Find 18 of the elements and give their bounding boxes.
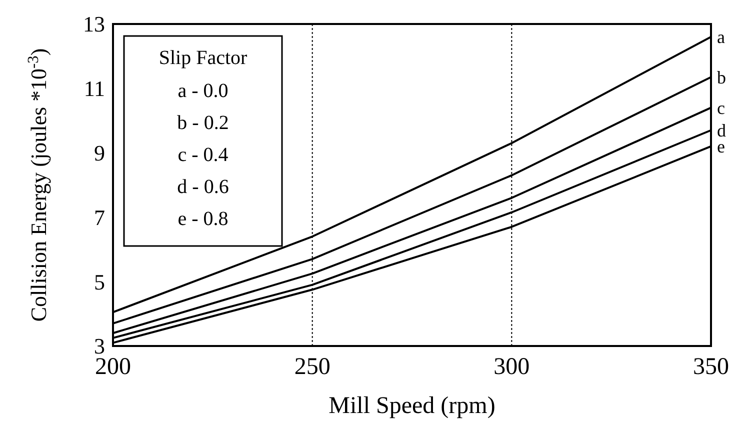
annotation: a - 0.0 [178,80,228,102]
y-tick-label: 13 [83,12,105,37]
annotation: e - 0.8 [178,208,228,230]
y-tick-label: 9 [94,140,105,166]
x-tick-label: 250 [294,354,330,380]
annotation: b - 0.2 [177,112,229,134]
series-label: a [717,27,725,48]
x-tick-label: 300 [494,354,530,380]
series-label: c [717,98,725,118]
y-tick-label: 5 [94,269,105,294]
annotation: d - 0.6 [177,176,229,198]
annotation: c - 0.4 [178,144,228,166]
series-label: b [717,67,726,88]
x-axis-title: Mill Speed (rpm) [328,393,496,419]
legend-title: Slip Factor [158,47,248,69]
x-tick-label: 350 [693,354,729,380]
y-tick-label: 7 [94,204,105,230]
y-tick-label: 11 [84,76,105,102]
